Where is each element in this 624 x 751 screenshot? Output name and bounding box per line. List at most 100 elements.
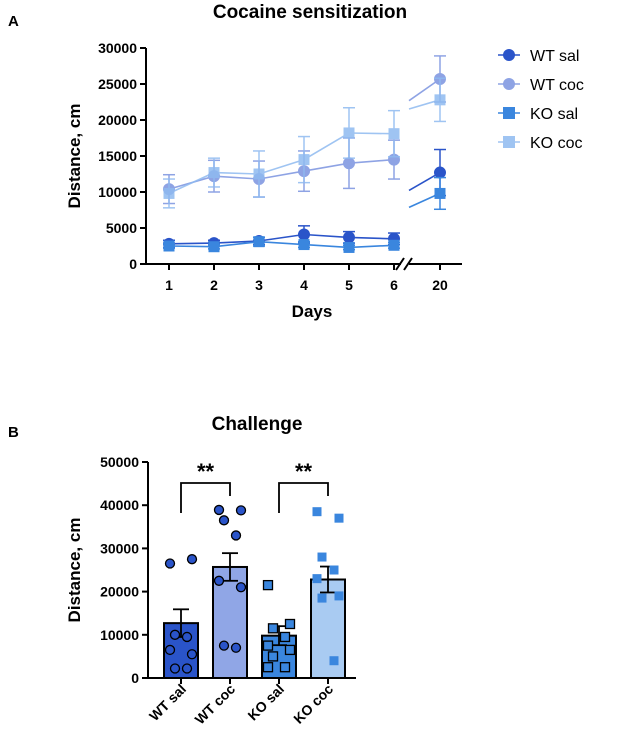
chart-a-y-tick-label: 10000 <box>98 184 137 200</box>
chart-a-y-tick-label: 30000 <box>98 40 137 56</box>
point-wt-coc <box>218 640 230 651</box>
point-ko-sal <box>279 662 291 673</box>
chart-a-x-tick-label: 20 <box>432 277 448 293</box>
point-ko-coc <box>329 565 339 575</box>
legend-marker-wt-sal <box>503 49 515 61</box>
chart-a-title: Cocaine sensitization <box>213 2 407 23</box>
chart-b-x-tick-label-wt-coc: WT coc <box>192 681 239 728</box>
chart-b-y-tick-label: 40000 <box>100 497 139 513</box>
chart-b-x-tick-label-wt-sal: WT sal <box>146 681 189 724</box>
point-ko-sal <box>284 618 296 630</box>
data-point-ko-coc <box>163 187 175 199</box>
chart-b-x-tick-label-ko-coc: KO coc <box>290 681 336 727</box>
chart-a-xlabel: Days <box>292 302 333 321</box>
data-point-wt-sal <box>343 231 355 244</box>
data-point-ko-sal <box>208 241 220 253</box>
data-point-ko-sal <box>343 241 355 253</box>
legend-label-wt-sal: WT sal <box>530 48 579 65</box>
point-ko-sal <box>279 631 291 643</box>
data-point-ko-coc <box>343 127 355 139</box>
legend-marker-ko-sal <box>503 107 515 119</box>
point-ko-coc <box>317 593 327 603</box>
chart-a-x-tick-label: 1 <box>165 277 173 293</box>
point-ko-coc <box>334 591 344 601</box>
data-point-ko-coc <box>388 128 400 140</box>
point-ko-sal <box>284 644 296 656</box>
chart-b-y-tick-label: 20000 <box>100 584 139 600</box>
data-point-ko-sal <box>253 236 265 248</box>
panel-b-label: B <box>8 424 19 441</box>
legend-item-wt-sal <box>498 49 520 61</box>
point-ko-sal <box>262 579 274 591</box>
series-line-wt-coc <box>168 158 395 190</box>
chart-a-x-tick-label: 3 <box>255 277 263 293</box>
point-wt-coc <box>218 515 230 526</box>
data-point-wt-sal <box>434 166 446 179</box>
chart-b-title: Challenge <box>212 414 303 435</box>
point-ko-sal <box>267 623 279 634</box>
point-wt-sal <box>186 649 198 660</box>
legend-label-ko-sal: KO sal <box>530 106 578 123</box>
legend-label-wt-coc: WT coc <box>530 77 584 94</box>
data-point-ko-sal <box>163 240 175 252</box>
legend-marker-wt-coc <box>503 78 515 90</box>
chart-b-x-tick-label-ko-sal: KO sal <box>244 681 287 724</box>
legend-label-ko-coc: KO coc <box>530 135 582 152</box>
data-point-ko-coc <box>208 167 220 179</box>
chart-a-y-tick-label: 20000 <box>98 112 137 128</box>
legend-item-ko-coc <box>498 136 520 148</box>
data-point-wt-sal <box>298 228 310 241</box>
chart-b-y-tick-label: 10000 <box>100 627 139 643</box>
chart-b-y-tick-label: 0 <box>131 670 139 686</box>
chart-a-x-tick-label: 2 <box>210 277 218 293</box>
point-wt-sal <box>164 558 176 569</box>
series-line-after-break-wt-coc <box>408 78 441 102</box>
chart-a-y-tick-label: 15000 <box>98 148 137 164</box>
legend-marker-ko-coc <box>503 136 515 148</box>
data-point-wt-coc <box>343 157 355 170</box>
series-ko-coc <box>163 77 446 209</box>
point-wt-sal <box>164 644 176 656</box>
chart-a-y-tick-label: 5000 <box>106 220 137 236</box>
point-ko-coc <box>312 507 322 517</box>
chart-a-axis-break-mark <box>395 257 405 271</box>
series-line-ko-coc <box>168 132 395 195</box>
chart-a-x-tick-label: 5 <box>345 277 353 293</box>
chart-a-y-tick-label: 25000 <box>98 76 137 92</box>
series-line-ko-sal <box>168 240 395 249</box>
point-wt-coc <box>213 575 225 586</box>
point-wt-coc <box>213 504 225 516</box>
point-wt-coc <box>235 582 247 593</box>
data-point-ko-coc <box>253 168 265 180</box>
point-ko-sal <box>267 651 279 662</box>
significance-bracket <box>278 482 329 513</box>
chart-a-x-tick-label: 6 <box>390 277 398 293</box>
chart-a-x-tick-label: 4 <box>300 277 308 293</box>
significance-label: ** <box>295 459 313 484</box>
chart-a-axis-break-mark <box>403 257 413 271</box>
panel-a-label: A <box>8 13 19 30</box>
legend-item-ko-sal <box>498 107 520 119</box>
chart-a-ylabel: Distance, cm <box>65 104 84 209</box>
point-wt-coc <box>230 530 242 541</box>
point-wt-sal <box>169 663 181 674</box>
point-wt-coc <box>230 642 242 653</box>
chart-b-y-tick-label: 50000 <box>100 454 139 470</box>
data-point-ko-sal <box>388 239 400 251</box>
data-point-ko-coc <box>298 154 310 166</box>
data-point-ko-sal <box>434 187 446 199</box>
point-ko-coc <box>312 574 322 584</box>
data-point-ko-sal <box>298 239 310 251</box>
point-ko-coc <box>329 656 339 666</box>
significance-bracket <box>180 482 231 513</box>
point-wt-sal <box>186 554 198 565</box>
chart-a-legend: WT sal WT coc KO sal KO coc <box>498 48 584 152</box>
chart-a-plot: 0 5000 10000 15000 20000 25000 30000 1 2 3 4 5 6 20 <box>98 40 462 293</box>
chart-b-ylabel: Distance, cm <box>65 518 84 623</box>
point-wt-sal <box>169 629 181 640</box>
point-wt-sal <box>181 663 193 674</box>
point-ko-sal <box>262 662 274 673</box>
